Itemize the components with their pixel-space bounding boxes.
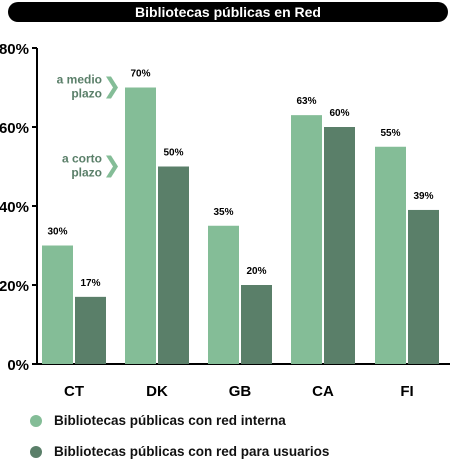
data-label: 35% — [213, 207, 233, 218]
chart-title-bar: Bibliotecas públicas en Red — [8, 2, 448, 22]
data-label: 60% — [329, 108, 349, 119]
legend-swatch-red-usuarios — [30, 445, 42, 458]
bar-fi-s2 — [408, 209, 439, 364]
annotation-arrow-icon — [106, 155, 118, 178]
annotation-line1: a corto — [62, 152, 102, 166]
annotation-arrow-icon — [106, 76, 118, 99]
y-tick-label: 40% — [0, 199, 29, 216]
x-tick-label-ct: CT — [64, 383, 84, 400]
legend-item-red-interna: Bibliotecas públicas con red interna — [30, 413, 286, 428]
annotation-line2: plazo — [71, 87, 102, 101]
y-tick-label: 60% — [0, 120, 29, 137]
annotation-line1: a medio — [57, 73, 102, 87]
data-label: 55% — [380, 128, 400, 139]
data-label: 63% — [296, 96, 316, 107]
y-tick-label: 0% — [7, 357, 29, 374]
bar-gb-s2 — [241, 285, 272, 364]
chart-title: Bibliotecas públicas en Red — [135, 4, 321, 20]
x-tick-label-fi: FI — [400, 383, 413, 400]
bar-fi-s1 — [375, 146, 406, 364]
data-label: 50% — [163, 148, 183, 159]
x-tick-label-dk: DK — [146, 383, 168, 400]
data-label: 20% — [246, 266, 266, 277]
data-label: 70% — [130, 69, 150, 80]
x-tick-label-ca: CA — [312, 383, 334, 400]
bar-dk-s2 — [158, 166, 189, 364]
y-tick-label: 20% — [0, 278, 29, 295]
y-tick-label: 80% — [0, 41, 29, 58]
legend-label-red-usuarios: Bibliotecas públicas con red para usuari… — [54, 444, 330, 459]
data-label: 30% — [47, 227, 67, 238]
bar-ca-s1 — [291, 115, 322, 365]
bar-ca-s2 — [324, 127, 355, 364]
legend-swatch-red-interna — [30, 414, 42, 427]
data-label: 39% — [413, 191, 433, 202]
bar-gb-s1 — [208, 225, 239, 364]
data-label: 17% — [80, 278, 100, 289]
bar-dk-s1 — [125, 87, 156, 364]
x-tick-label-gb: GB — [229, 383, 252, 400]
legend-label-red-interna: Bibliotecas públicas con red interna — [54, 413, 286, 428]
annotation-line2: plazo — [71, 166, 102, 180]
legend-item-red-usuarios: Bibliotecas públicas con red para usuari… — [30, 444, 329, 459]
bar-chart: 0% 20% 40% 60% 80% 30% 17% CT 70% 50% DK 35% 20% GB 63… — [0, 41, 450, 400]
bar-ct-s2 — [75, 296, 106, 364]
bar-ct-s1 — [42, 245, 73, 364]
